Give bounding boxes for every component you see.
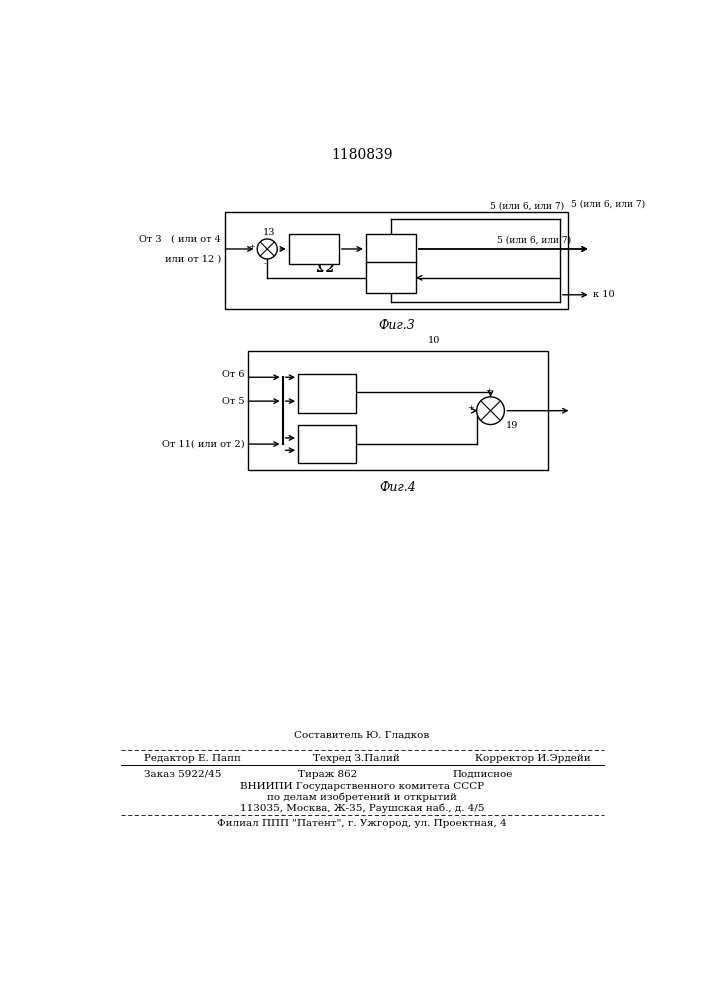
Text: 19: 19 (506, 421, 518, 430)
Text: 17: 17 (319, 387, 335, 400)
Text: +: + (248, 243, 255, 251)
Bar (225, 212, 568, 309)
Text: Составитель Ю. Гладков: Составитель Ю. Гладков (294, 731, 430, 740)
Text: Фиг.4: Фиг.4 (380, 481, 416, 494)
Bar (248, 351, 549, 470)
Text: 5 (или 6, или 7): 5 (или 6, или 7) (571, 200, 645, 209)
Text: От 6: От 6 (221, 370, 244, 379)
Text: 5 (или 6, или 7): 5 (или 6, или 7) (497, 235, 571, 244)
Text: +: + (467, 404, 474, 412)
Text: 14: 14 (307, 244, 321, 254)
Text: Тираж 862: Тираж 862 (298, 770, 357, 779)
Bar (298, 425, 356, 463)
Text: Фиг.3: Фиг.3 (378, 319, 414, 332)
Text: 5 (или 6, или 7): 5 (или 6, или 7) (489, 201, 563, 210)
Text: 1180839: 1180839 (331, 148, 392, 162)
Bar (366, 262, 416, 293)
Text: 18: 18 (319, 438, 335, 451)
Text: 16: 16 (384, 273, 398, 283)
Text: ВНИИПИ Государственного комитета СССР: ВНИИПИ Государственного комитета СССР (240, 782, 484, 791)
Bar (366, 234, 416, 264)
Text: к 10: к 10 (593, 290, 614, 299)
Text: или от 12 ): или от 12 ) (162, 254, 221, 263)
Text: От 11( или от 2): От 11( или от 2) (161, 440, 244, 449)
Bar (298, 374, 356, 413)
Text: 10: 10 (428, 336, 440, 345)
Text: Техред З.Палий: Техред З.Палий (313, 754, 400, 763)
Text: Заказ 5922/45: Заказ 5922/45 (144, 770, 221, 779)
Text: Корректор И.Эрдейи: Корректор И.Эрдейи (475, 754, 591, 763)
Text: +: + (486, 387, 493, 395)
Text: Ω: Ω (316, 255, 334, 277)
Text: 13: 13 (263, 228, 276, 237)
Text: Подписное: Подписное (452, 770, 513, 779)
Text: по делам изобретений и открытий: по делам изобретений и открытий (267, 793, 457, 802)
Circle shape (477, 397, 504, 425)
Text: Филиал ППП "Патент", г. Ужгород, ул. Проектная, 4: Филиал ППП "Патент", г. Ужгород, ул. Про… (217, 819, 507, 828)
Text: -: - (264, 261, 267, 269)
Bar (288, 234, 339, 264)
Text: Редактор Е. Папп: Редактор Е. Папп (144, 754, 241, 763)
Circle shape (257, 239, 277, 259)
Text: От 5: От 5 (221, 397, 244, 406)
Text: От 3   ( или от 4: От 3 ( или от 4 (139, 235, 221, 244)
Text: 15: 15 (384, 244, 398, 254)
Text: 113035, Москва, Ж-35, Раушская наб., д. 4/5: 113035, Москва, Ж-35, Раушская наб., д. … (240, 804, 484, 813)
